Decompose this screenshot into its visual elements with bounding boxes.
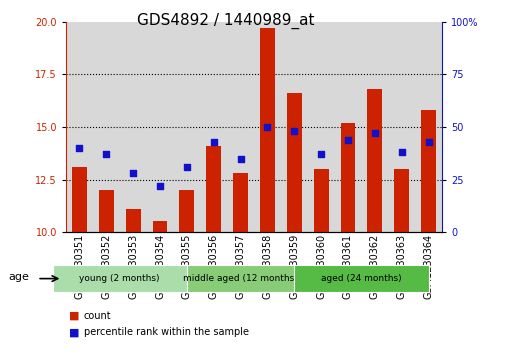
Point [183,164,191,170]
Bar [200,22,227,232]
Bar [361,22,388,232]
Bar [394,169,409,232]
Point [263,124,271,130]
Point [344,137,352,143]
Bar [206,146,221,232]
Bar [287,93,302,232]
Text: GDS4892 / 1440989_at: GDS4892 / 1440989_at [137,13,314,29]
Text: ■: ■ [69,327,79,337]
Bar [227,22,254,232]
Point [129,171,137,176]
Bar [93,22,120,232]
Bar [314,169,329,232]
Bar [120,22,147,232]
Text: percentile rank within the sample: percentile rank within the sample [84,327,249,337]
Text: young (2 months): young (2 months) [79,274,160,283]
Point [371,130,379,136]
Bar [254,22,281,232]
Bar [179,190,194,232]
Point [102,151,110,157]
Bar [281,22,308,232]
Point [210,139,218,145]
Bar [66,22,93,232]
Text: aged (24 months): aged (24 months) [321,274,402,283]
Text: count: count [84,311,111,321]
Bar [233,174,248,232]
Bar [173,22,200,232]
Text: middle aged (12 months): middle aged (12 months) [183,274,298,283]
Point [237,156,245,162]
Bar [340,123,356,232]
Bar [126,209,141,232]
Point [290,129,298,134]
Bar [415,22,442,232]
Bar [99,190,114,232]
Bar [152,221,168,232]
Bar [147,22,173,232]
Point [425,139,433,145]
Text: age: age [8,272,29,282]
Point [398,150,406,155]
Bar [308,22,335,232]
Bar [260,28,275,232]
Bar [367,89,382,232]
Point [75,145,83,151]
Bar [72,167,87,232]
Point [156,183,164,189]
Bar [388,22,415,232]
Point [317,151,325,157]
Text: ■: ■ [69,311,79,321]
Bar [335,22,361,232]
Bar [421,110,436,232]
